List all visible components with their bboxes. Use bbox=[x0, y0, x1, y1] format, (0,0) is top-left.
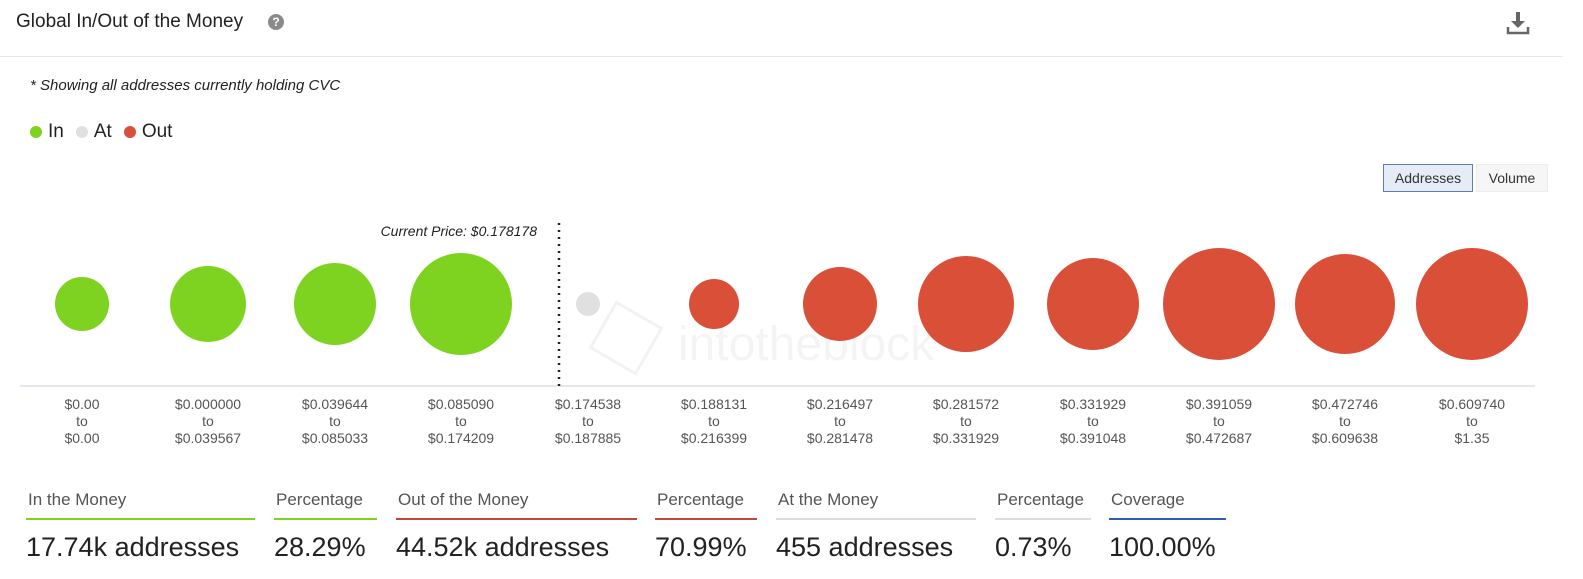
bubble-out-5 bbox=[689, 279, 739, 329]
stat-label: Percentage bbox=[657, 490, 744, 509]
stat-value: 455 addresses bbox=[776, 532, 954, 562]
legend-item-in[interactable]: In bbox=[30, 121, 64, 143]
tick-label-3-1: to bbox=[455, 413, 467, 429]
bubble-out-8 bbox=[1047, 258, 1139, 350]
stat-1: Percentage 28.29% bbox=[274, 488, 377, 563]
tick-label-6-2: $0.281478 bbox=[807, 430, 873, 446]
stat-value: 28.29% bbox=[274, 532, 366, 562]
tick-label-4-0: $0.174538 bbox=[555, 396, 621, 412]
tick-label-4-1: to bbox=[582, 413, 594, 429]
tick-label-5-1: to bbox=[708, 413, 720, 429]
stat-underline bbox=[1109, 518, 1226, 520]
tick-label-6-1: to bbox=[834, 413, 846, 429]
in-out-money-chart: intotheblock$0.00to$0.00$0.000000to$0.03… bbox=[20, 223, 1535, 446]
stat-underline bbox=[776, 518, 976, 520]
addresses-toggle-button[interactable]: Addresses bbox=[1383, 164, 1473, 192]
stat-value: 70.99% bbox=[655, 532, 747, 562]
holding-note: * Showing all addresses currently holdin… bbox=[30, 77, 341, 94]
stat-0: In the Money 17.74k addresses bbox=[26, 488, 255, 563]
stat-2: Out of the Money 44.52k addresses bbox=[396, 488, 637, 563]
legend-label-at: At bbox=[93, 121, 112, 142]
tick-label-1-2: $0.039567 bbox=[175, 430, 241, 446]
stat-value: 100.00% bbox=[1109, 532, 1216, 562]
legend-item-out[interactable]: Out bbox=[123, 121, 173, 143]
stat-underline bbox=[655, 518, 757, 520]
bubble-out-6 bbox=[803, 267, 877, 341]
stat-5: Percentage 0.73% bbox=[995, 488, 1091, 563]
stat-underline bbox=[274, 518, 377, 520]
legend-dot-at bbox=[75, 126, 88, 138]
tick-label-9-2: $0.472687 bbox=[1186, 430, 1252, 446]
tick-label-11-2: $1.35 bbox=[1454, 430, 1489, 446]
stat-label: Percentage bbox=[997, 490, 1084, 509]
bubble-in-3 bbox=[410, 253, 512, 355]
bubble-in-0 bbox=[55, 277, 109, 331]
tick-label-1-0: $0.000000 bbox=[175, 396, 241, 412]
tick-label-0-2: $0.00 bbox=[64, 430, 99, 446]
tick-label-0-1: to bbox=[76, 413, 88, 429]
tick-label-2-1: to bbox=[329, 413, 341, 429]
tick-label-4-2: $0.187885 bbox=[555, 430, 621, 446]
tick-label-7-1: to bbox=[960, 413, 972, 429]
legend-dot-in bbox=[30, 126, 42, 138]
tick-label-3-0: $0.085090 bbox=[428, 396, 494, 412]
bubble-out-11 bbox=[1416, 248, 1528, 360]
stat-value: 17.74k addresses bbox=[26, 532, 240, 562]
stat-4: At the Money 455 addresses bbox=[776, 488, 976, 563]
tick-label-5-2: $0.216399 bbox=[681, 430, 747, 446]
tick-label-7-0: $0.281572 bbox=[933, 396, 999, 412]
tick-label-9-0: $0.391059 bbox=[1186, 396, 1252, 412]
stat-label: Percentage bbox=[276, 490, 363, 509]
tick-label-8-0: $0.331929 bbox=[1060, 396, 1126, 412]
bubble-out-10 bbox=[1295, 254, 1395, 354]
tick-label-1-1: to bbox=[202, 413, 214, 429]
bubble-in-2 bbox=[294, 263, 376, 345]
stat-value: 44.52k addresses bbox=[396, 532, 610, 562]
stat-underline bbox=[995, 518, 1091, 520]
tick-label-7-2: $0.331929 bbox=[933, 430, 999, 446]
tick-label-11-1: to bbox=[1466, 413, 1478, 429]
volume-toggle-button[interactable]: Volume bbox=[1476, 164, 1548, 192]
stat-value: 0.73% bbox=[995, 532, 1072, 562]
stat-label: At the Money bbox=[778, 490, 879, 509]
tick-label-9-1: to bbox=[1213, 413, 1225, 429]
bubble-out-7 bbox=[918, 256, 1014, 352]
legend-item-at[interactable]: At bbox=[75, 121, 112, 143]
chart-legend: In At Out bbox=[30, 121, 184, 143]
stat-label: Out of the Money bbox=[398, 490, 529, 509]
widget-title: Global In/Out of the Money bbox=[16, 11, 244, 32]
stat-label: In the Money bbox=[28, 490, 127, 509]
stat-label: Coverage bbox=[1111, 490, 1185, 509]
bubble-out-9 bbox=[1163, 248, 1275, 360]
tick-label-2-0: $0.039644 bbox=[302, 396, 368, 412]
current-price-label: Current Price: $0.178178 bbox=[381, 223, 538, 239]
legend-label-out: Out bbox=[141, 121, 173, 142]
download-icon[interactable] bbox=[1506, 10, 1530, 36]
bubble-in-1 bbox=[170, 266, 246, 342]
question-circle-icon[interactable]: ? bbox=[268, 14, 284, 30]
stat-3: Percentage 70.99% bbox=[655, 488, 757, 563]
tick-label-10-1: to bbox=[1339, 413, 1351, 429]
tick-label-11-0: $0.609740 bbox=[1439, 396, 1505, 412]
stat-6: Coverage 100.00% bbox=[1109, 488, 1226, 563]
tick-label-10-2: $0.609638 bbox=[1312, 430, 1378, 446]
tick-label-2-2: $0.085033 bbox=[302, 430, 368, 446]
stat-underline bbox=[396, 518, 637, 520]
tick-label-5-0: $0.188131 bbox=[681, 396, 747, 412]
stat-underline bbox=[26, 518, 255, 520]
legend-label-in: In bbox=[48, 121, 64, 142]
tick-label-8-1: to bbox=[1087, 413, 1099, 429]
tick-label-6-0: $0.216497 bbox=[807, 396, 873, 412]
tick-label-8-2: $0.391048 bbox=[1060, 430, 1126, 446]
watermark-logo bbox=[588, 300, 664, 376]
tick-label-0-0: $0.00 bbox=[64, 396, 99, 412]
legend-dot-out bbox=[123, 126, 136, 138]
bubble-at-4 bbox=[576, 292, 600, 316]
tick-label-3-2: $0.174209 bbox=[428, 430, 494, 446]
widget-header: Global In/Out of the Money ? bbox=[0, 0, 1563, 57]
tick-label-10-0: $0.472746 bbox=[1312, 396, 1378, 412]
